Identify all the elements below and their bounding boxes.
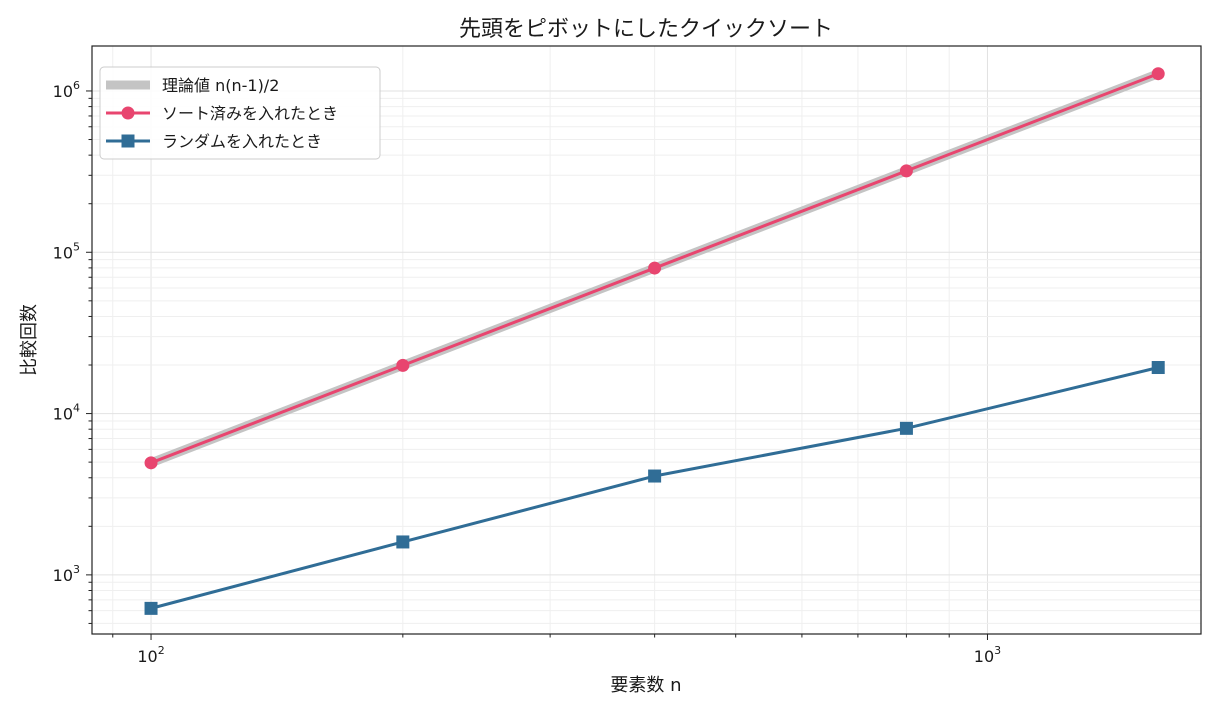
data-point-random <box>144 601 158 615</box>
legend-marker <box>121 134 135 148</box>
data-point-random <box>899 421 913 435</box>
data-point-sorted <box>144 456 158 470</box>
y-axis-label: 比較回数 <box>19 304 40 376</box>
x-tick-label: 102 <box>137 644 164 666</box>
axis-ticks: 102 103 103 104 105 106 <box>53 79 1002 666</box>
legend-label: 理論値 n(n-1)/2 <box>162 76 279 95</box>
chart-title: 先頭をピボットにしたクイックソート <box>459 17 833 42</box>
data-point-random <box>648 469 662 483</box>
y-tick-label: 103 <box>53 563 80 585</box>
y-tick-label: 105 <box>53 240 80 262</box>
data-point-sorted <box>1151 67 1165 81</box>
y-tick-label: 106 <box>53 79 80 101</box>
x-tick-label: 103 <box>974 644 1001 666</box>
grid <box>92 46 1201 634</box>
x-axis-label: 要素数 n <box>610 675 681 696</box>
plot-frame <box>91 45 1202 635</box>
y-tick-label: 104 <box>53 402 80 424</box>
plot-series <box>144 67 1165 615</box>
legend-label: ランダムを入れたとき <box>162 132 322 151</box>
data-point-random <box>396 535 410 549</box>
legend-label: ソート済みを入れたとき <box>162 104 338 123</box>
data-point-random <box>1151 361 1165 375</box>
data-point-sorted <box>899 164 913 178</box>
data-point-sorted <box>648 261 662 275</box>
data-point-sorted <box>396 358 410 372</box>
legend-marker <box>121 106 135 120</box>
legend-box <box>99 66 381 160</box>
